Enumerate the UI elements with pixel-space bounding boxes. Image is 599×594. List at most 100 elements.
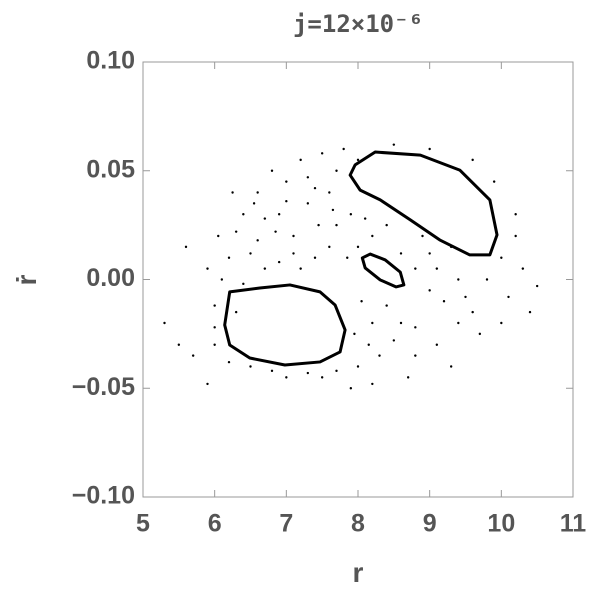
point	[521, 267, 525, 270]
point	[256, 191, 259, 194]
point	[270, 169, 274, 172]
point	[356, 158, 360, 162]
point	[313, 186, 317, 190]
point	[378, 354, 381, 357]
point	[285, 200, 288, 203]
point	[299, 267, 302, 270]
point	[356, 245, 360, 249]
point	[385, 223, 388, 227]
point	[385, 304, 388, 307]
point	[414, 354, 417, 357]
y-tick-label: 0.05	[86, 155, 135, 183]
point	[220, 278, 224, 281]
point	[292, 234, 295, 238]
x-tick-label: 6	[208, 510, 222, 538]
point	[252, 202, 256, 205]
x-tick-label: 8	[351, 510, 365, 538]
point	[478, 332, 482, 336]
point	[213, 343, 216, 346]
point	[399, 252, 403, 255]
point	[242, 282, 245, 286]
point	[349, 387, 353, 390]
point	[392, 143, 396, 146]
point	[263, 267, 267, 270]
point	[328, 245, 331, 249]
point	[371, 234, 374, 238]
point	[277, 260, 281, 264]
point	[428, 147, 431, 151]
point	[256, 239, 259, 242]
point	[457, 278, 460, 281]
point	[306, 176, 310, 179]
point	[471, 310, 474, 314]
y-tick-label: −0.05	[72, 373, 135, 401]
point	[528, 310, 532, 314]
point	[435, 343, 439, 346]
point	[263, 217, 267, 220]
point	[234, 230, 238, 233]
x-tick-label: 10	[487, 510, 515, 538]
point	[414, 267, 417, 270]
orbit-curve	[360, 252, 406, 289]
point	[274, 230, 277, 233]
point	[227, 360, 231, 364]
point	[206, 267, 209, 270]
point	[306, 202, 310, 205]
point	[317, 223, 320, 227]
y-tick-label: 0.00	[86, 264, 135, 292]
orbit-curve	[223, 283, 347, 367]
point	[335, 369, 338, 373]
point	[353, 332, 356, 336]
plot-frame	[142, 61, 574, 498]
point	[471, 158, 474, 162]
point	[514, 213, 517, 216]
point	[399, 321, 403, 325]
point	[367, 343, 370, 346]
point	[277, 213, 281, 216]
point	[457, 321, 460, 325]
point	[392, 339, 396, 342]
point	[360, 300, 363, 303]
point	[191, 354, 195, 357]
point	[428, 289, 431, 292]
point	[335, 223, 338, 227]
point	[485, 278, 489, 281]
point	[500, 256, 503, 259]
point	[428, 252, 431, 255]
orbit-curve	[348, 150, 499, 257]
point	[449, 365, 453, 368]
point	[514, 234, 517, 238]
point	[435, 267, 439, 270]
point	[328, 191, 331, 194]
y-tick-label: 0.10	[86, 47, 135, 75]
point	[206, 382, 209, 386]
point	[406, 376, 410, 379]
point	[163, 321, 166, 325]
point	[356, 365, 360, 368]
point	[213, 326, 216, 329]
point	[306, 371, 310, 375]
point	[342, 147, 345, 151]
point	[349, 213, 353, 216]
point	[507, 295, 510, 299]
point	[331, 208, 335, 212]
point	[346, 256, 349, 259]
point	[227, 256, 231, 259]
point	[320, 376, 324, 379]
point	[335, 169, 338, 172]
point	[313, 256, 317, 259]
point	[249, 365, 252, 368]
point	[234, 310, 238, 314]
point	[371, 382, 374, 386]
y-axis-label: ṙ	[11, 274, 42, 285]
x-axis-label: r	[353, 557, 364, 588]
point	[285, 376, 288, 379]
point	[213, 304, 216, 307]
point	[464, 295, 467, 299]
point	[292, 252, 295, 255]
point	[421, 234, 424, 238]
point	[217, 234, 220, 238]
point	[285, 180, 288, 183]
point	[371, 321, 374, 325]
